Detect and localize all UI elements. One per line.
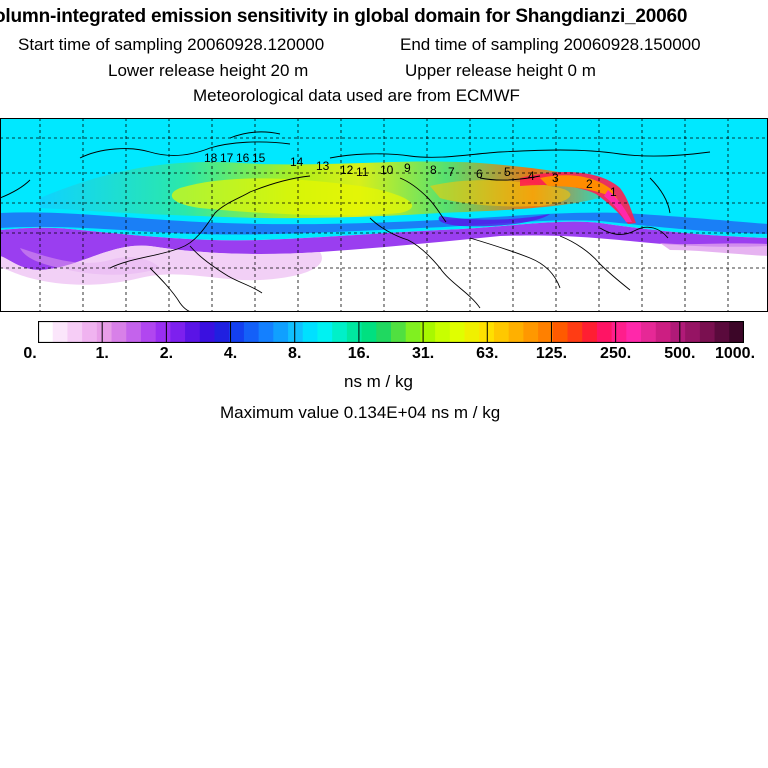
colorbar-cell	[405, 321, 421, 343]
colorbar-cell	[214, 321, 230, 343]
colorbar-cell	[670, 321, 686, 343]
colorbar-cell	[52, 321, 68, 343]
colorbar-cell	[38, 321, 54, 343]
trajectory-label: 17	[220, 151, 234, 165]
colorbar-tick-label: 2.	[159, 345, 174, 362]
trajectory-label: 1	[610, 185, 617, 199]
colorbar-cell	[464, 321, 480, 343]
colorbar-tick-label: 1000.	[714, 345, 756, 362]
colorbar-cell	[82, 321, 98, 343]
trajectory-label: 12	[340, 163, 354, 177]
lat-lon-grid	[0, 118, 768, 312]
colorbar-cell	[96, 321, 113, 343]
lower-height-label: Lower release height 20 m	[108, 61, 309, 80]
colorbar-cell	[641, 321, 657, 343]
colorbar-tick-label: 8.	[288, 345, 302, 362]
colorbar-cell	[582, 321, 598, 343]
trajectory-label: 6	[476, 167, 483, 181]
colorbar-tick-label: 4.	[223, 345, 238, 362]
coastlines	[0, 131, 711, 312]
colorbar-tick-label: 16.	[347, 345, 371, 362]
upper-height-label: Upper release height 0 m	[405, 61, 596, 80]
colorbar-cell	[567, 321, 583, 343]
colorbar-cell	[391, 321, 407, 343]
colorbar-cell	[611, 321, 627, 343]
colorbar-cell	[317, 321, 333, 343]
colorbar-cell	[449, 321, 466, 343]
trajectory-label: 13	[316, 159, 330, 173]
colorbar-cell	[376, 321, 392, 343]
colorbar-cell	[302, 321, 318, 343]
maximum-value-label: Maximum value 0.134E+04 ns m / kg	[220, 403, 501, 422]
plot-title: olumn-integrated emission sensitivity in…	[0, 6, 688, 27]
colorbar-cell	[243, 321, 260, 343]
colorbar-cell	[170, 321, 186, 343]
emission-sensitivity-map: 18 17 16 15 14 13 12 11 10 9 8 7 6 5 4 3 2 1	[0, 118, 768, 312]
colorbar-tick-label: 31.	[411, 345, 435, 362]
trajectory-label: 2	[586, 177, 593, 191]
colorbar-cell	[332, 321, 348, 343]
colorbar-cell	[714, 321, 730, 343]
colorbar-cell	[258, 321, 274, 343]
colorbar-cell	[435, 321, 451, 343]
trajectory-label: 3	[552, 171, 559, 185]
trajectory-label: 11	[356, 165, 369, 179]
colorbar-cell	[685, 321, 701, 343]
colorbar-cell	[596, 321, 613, 343]
met-data-label: Meteorological data used are from ECMWF	[193, 86, 520, 105]
colorbar-tick-label: 250.	[600, 345, 632, 362]
trajectory-label: 8	[430, 163, 437, 177]
end-time-label: End time of sampling 20060928.150000	[400, 35, 701, 54]
trajectory-labels: 18 17 16 15 14 13 12 11 10 9 8 7 6 5 4 3 2 1	[204, 151, 617, 199]
trajectory-label: 14	[290, 155, 304, 169]
colorbar-cell	[140, 321, 157, 343]
colorbar-tick-label: 125.	[535, 345, 568, 362]
colorbar-cell	[288, 321, 304, 343]
colorbar-cell	[361, 321, 377, 343]
start-time-label: Start time of sampling 20060928.120000	[18, 35, 325, 54]
colorbar-cell	[185, 321, 201, 343]
colorbar-cell	[508, 321, 524, 343]
colorbar-cell	[67, 321, 83, 343]
colorbar-cell	[199, 321, 215, 343]
colorbar-tick-label: 63.	[476, 345, 499, 362]
trajectory-label: 15	[252, 151, 266, 165]
colorbar-cell	[346, 321, 363, 343]
colorbar-cell	[126, 321, 142, 343]
colorbar-cell	[729, 321, 744, 343]
colorbar-tick-label: 1.	[95, 345, 109, 362]
colorbar-cell	[699, 321, 716, 343]
colorbar-unit: ns m / kg	[344, 372, 413, 391]
colorbar-cell	[655, 321, 671, 343]
colorbar-tick-label: 0.	[23, 345, 37, 362]
trajectory-label: 5	[504, 165, 511, 179]
trajectory-label: 7	[448, 165, 455, 179]
colorbar-cell	[523, 321, 539, 343]
trajectory-label: 9	[404, 161, 411, 175]
trajectory-label: 10	[380, 163, 394, 177]
colorbar-cell	[552, 321, 568, 343]
colorbar-cell	[229, 321, 245, 343]
trajectory-label: 18	[204, 151, 218, 165]
trajectory-label: 16	[236, 151, 250, 165]
colorbar-tick-label: 500.	[664, 345, 696, 362]
colorbar-cell	[420, 321, 436, 343]
colorbar-cell	[155, 321, 171, 343]
colorbar-cell	[626, 321, 642, 343]
colorbar-cell	[273, 321, 289, 343]
colorbar	[38, 321, 744, 343]
colorbar-cell	[538, 321, 554, 343]
colorbar-cell	[111, 321, 127, 343]
colorbar-cell	[493, 321, 510, 343]
trajectory-label: 4	[528, 169, 535, 183]
